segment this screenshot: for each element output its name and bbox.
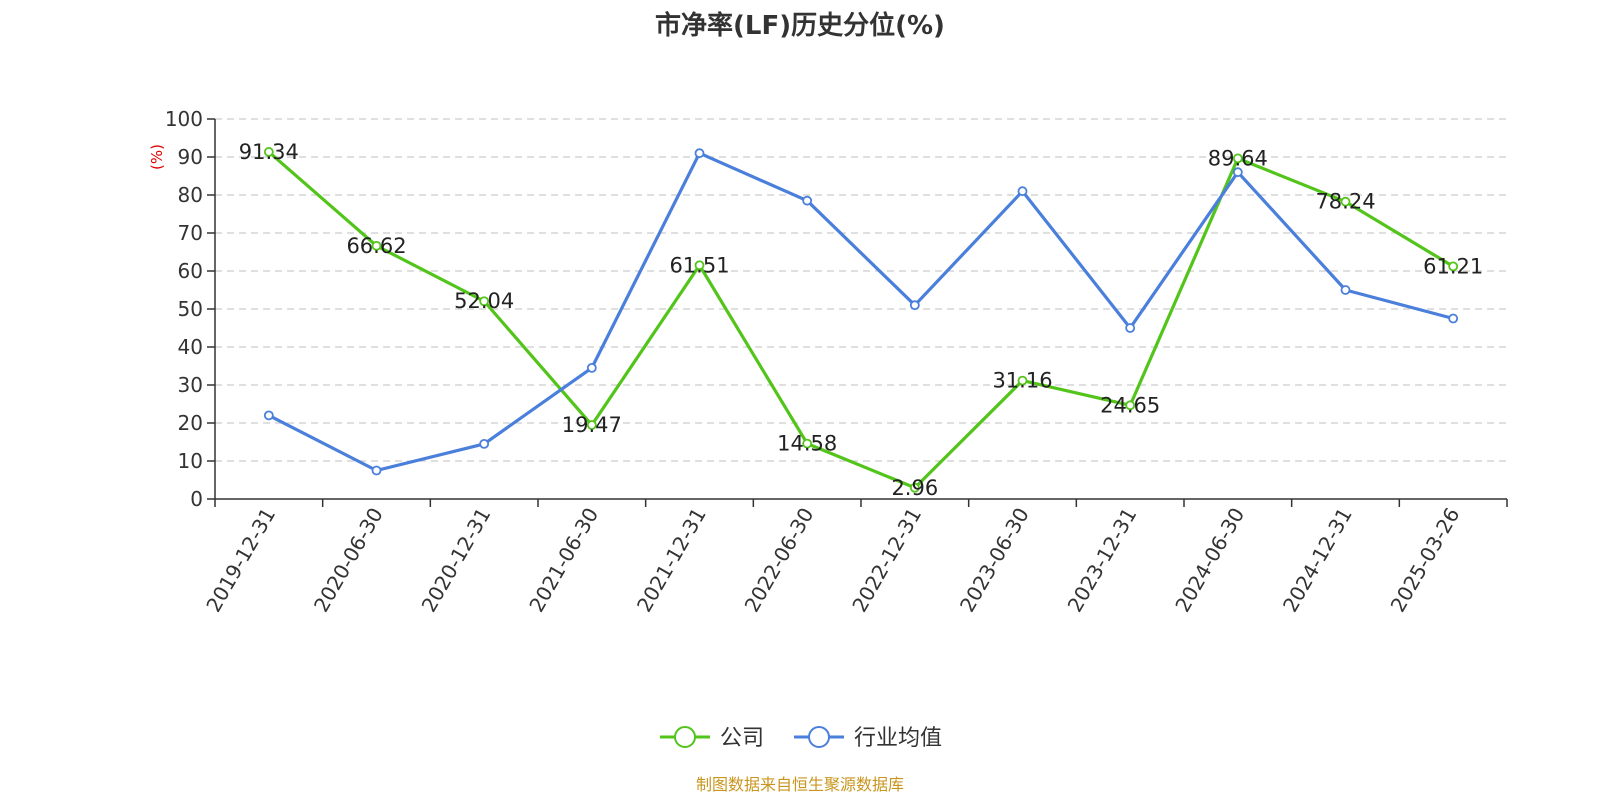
data-point xyxy=(263,147,274,157)
y-tick-label: 60 xyxy=(178,259,203,283)
data-point xyxy=(1232,153,1243,164)
data-point xyxy=(694,148,705,159)
x-tick-label: 2022-12-31 xyxy=(847,503,926,616)
y-tick-label: 90 xyxy=(178,145,203,169)
legend[interactable]: 公司 行业均值 xyxy=(660,726,942,751)
data-point xyxy=(909,482,920,493)
x-tick-label: 2020-12-31 xyxy=(417,503,496,616)
data-point xyxy=(371,465,382,476)
x-tick-label: 2021-06-30 xyxy=(524,504,603,617)
legend-marker xyxy=(674,726,696,748)
y-tick-label: 0 xyxy=(190,487,203,511)
data-point xyxy=(479,296,490,307)
data-point xyxy=(479,438,490,449)
legend-item-2[interactable]: 行业均值 xyxy=(794,726,942,751)
legend-label: 行业均值 xyxy=(854,726,942,751)
data-point xyxy=(802,195,813,206)
legend-item-1[interactable]: 公司 xyxy=(660,726,764,751)
data-label: 78.24 xyxy=(1315,190,1375,214)
legend-marker xyxy=(808,726,831,748)
axes xyxy=(207,118,1508,507)
x-tick-label: 2023-06-30 xyxy=(955,504,1034,617)
data-point xyxy=(586,420,597,430)
data-point xyxy=(1017,186,1028,197)
data-label: 89.64 xyxy=(1208,146,1268,170)
x-tick-label: 2024-12-31 xyxy=(1278,504,1357,617)
data-label: 61.51 xyxy=(669,253,729,277)
series-line-1 xyxy=(267,150,1454,490)
data-point xyxy=(1448,261,1459,272)
data-label: 19.47 xyxy=(562,413,622,437)
data-label: 52.04 xyxy=(454,289,514,313)
y-tick-label: 100 xyxy=(165,107,203,131)
y-tick-labels: 0 10 20 30 40 50 60 70 80 90 100 xyxy=(165,107,203,511)
data-point xyxy=(1125,400,1136,411)
series-group xyxy=(263,147,1459,493)
y-tick-label: 20 xyxy=(178,411,203,435)
y-tick-label: 70 xyxy=(178,221,203,245)
data-label: 24.65 xyxy=(1100,393,1160,417)
x-tick-label: 2025-03-26 xyxy=(1386,504,1465,617)
data-point xyxy=(909,300,920,311)
data-label: 91.34 xyxy=(239,140,299,164)
series-line-2 xyxy=(268,151,1454,473)
y-tick-label: 40 xyxy=(178,335,203,359)
data-point xyxy=(802,438,813,449)
x-tick-label: 2023-12-31 xyxy=(1063,504,1142,617)
data-point xyxy=(1340,285,1351,295)
data-point xyxy=(1340,196,1351,207)
data-labels: 91.34 66.62 52.04 19.47 61.51 14.58 2.96 31.16 2… xyxy=(239,140,1483,500)
x-tick-label: 2024-06-30 xyxy=(1170,504,1249,617)
x-tick-label: 2021-12-31 xyxy=(632,504,711,617)
y-tick-label: 10 xyxy=(178,449,203,473)
y-tick-label: 30 xyxy=(178,373,203,397)
data-point xyxy=(371,240,382,251)
y-tick-label: 80 xyxy=(178,183,203,207)
data-point xyxy=(1448,313,1459,324)
data-point xyxy=(694,260,705,271)
x-tick-label: 2019-12-31 xyxy=(201,504,280,617)
data-point xyxy=(586,362,597,373)
data-point xyxy=(1017,375,1028,386)
legend-label: 公司 xyxy=(720,726,764,751)
data-label: 14.58 xyxy=(777,432,837,456)
source-note: 制图数据来自恒生聚源数据库 xyxy=(696,775,904,794)
x-tick-label: 2022-06-30 xyxy=(740,504,819,617)
x-tick-label: 2020-06-30 xyxy=(309,504,388,617)
data-point xyxy=(1125,323,1136,333)
chart-title: 市净率(LF)历史分位(%) xyxy=(655,10,945,41)
x-tick-labels: 2019-12-31 2020-06-30 2020-12-31 2021-06-30… xyxy=(201,503,1464,616)
grid-lines xyxy=(215,118,1507,462)
data-label: 31.16 xyxy=(992,369,1052,393)
y-axis-label: (%) xyxy=(148,144,166,170)
data-label: 2.96 xyxy=(891,476,938,500)
y-tick-label: 50 xyxy=(178,297,203,321)
data-point xyxy=(1232,167,1243,178)
data-label: 66.62 xyxy=(346,234,406,258)
data-point xyxy=(263,410,274,421)
data-label: 61.21 xyxy=(1423,254,1483,278)
